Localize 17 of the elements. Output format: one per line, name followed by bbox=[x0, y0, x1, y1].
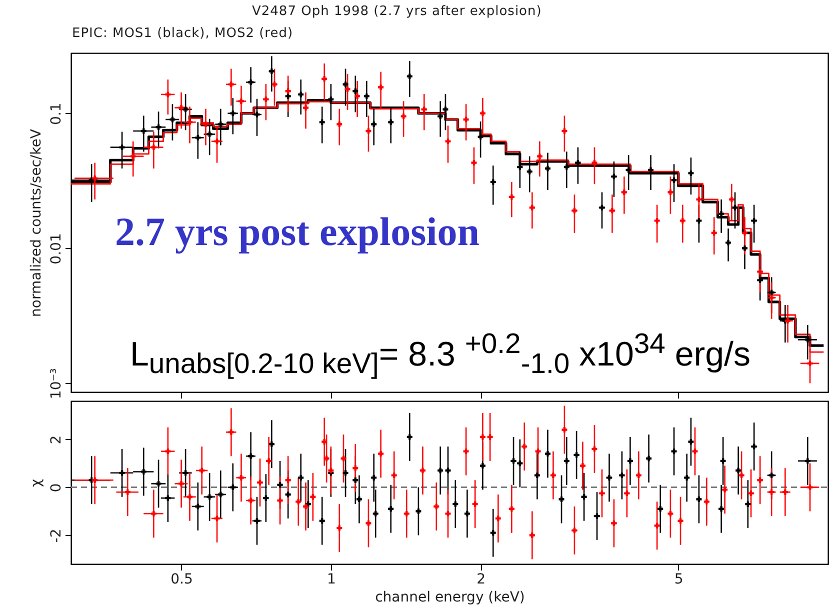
y-tick-label: 2 bbox=[48, 435, 64, 444]
annotation: 2.7 yrs post explosion bbox=[115, 208, 480, 255]
y-axis-title: normalized counts/sec/keV bbox=[28, 128, 44, 317]
x-tick-label: 1 bbox=[326, 572, 336, 588]
x-tick-label: 2 bbox=[476, 572, 486, 588]
annotation: L$_{unabs[0.2-10 keV]}$= 8.3 $^{+0.2}$$_{-1.0}$ x10$^{34}$ erg/s bbox=[130, 328, 750, 382]
chart-title: V2487 Oph 1998 (2.7 yrs after explosion) bbox=[252, 4, 542, 19]
chart-subtitle: EPIC: MOS1 (black), MOS2 (red) bbox=[72, 26, 294, 41]
x-tick-label: 0.5 bbox=[170, 572, 193, 588]
x-axis-title: channel energy (keV) bbox=[375, 590, 525, 606]
y-tick-label: 0 bbox=[48, 483, 64, 492]
y-tick-label: 0.01 bbox=[48, 233, 64, 264]
y-axis-title: χ bbox=[28, 478, 44, 488]
x-tick-label: 5 bbox=[674, 572, 684, 588]
y-tick-label: 0.1 bbox=[48, 102, 64, 125]
y-tick-label: 10⁻³ bbox=[48, 368, 64, 400]
y-tick-label: -2 bbox=[48, 528, 64, 543]
